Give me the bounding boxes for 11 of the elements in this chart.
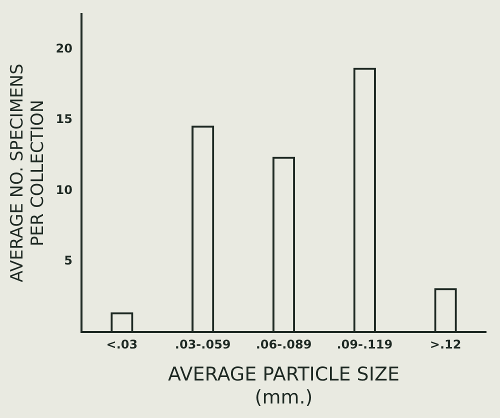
- y-tick-label: 5: [64, 253, 72, 268]
- x-tick-label: >.12: [430, 337, 462, 352]
- y-axis-title: AVERAGE NO. SPECIMENS PER COLLECTION: [8, 64, 48, 282]
- x-tick-label: <.03: [106, 337, 138, 352]
- y-tick-label: 10: [56, 182, 72, 197]
- x-tick-label: .06-.089: [256, 337, 312, 352]
- x-axis-title: AVERAGE PARTICLE SIZE (mm.): [168, 364, 400, 409]
- y-tick-label: 20: [56, 41, 72, 56]
- y-tick-label: 15: [56, 112, 72, 126]
- x-tick-label: .09-.119: [336, 337, 393, 352]
- x-tick-label: .03-.059: [174, 337, 231, 352]
